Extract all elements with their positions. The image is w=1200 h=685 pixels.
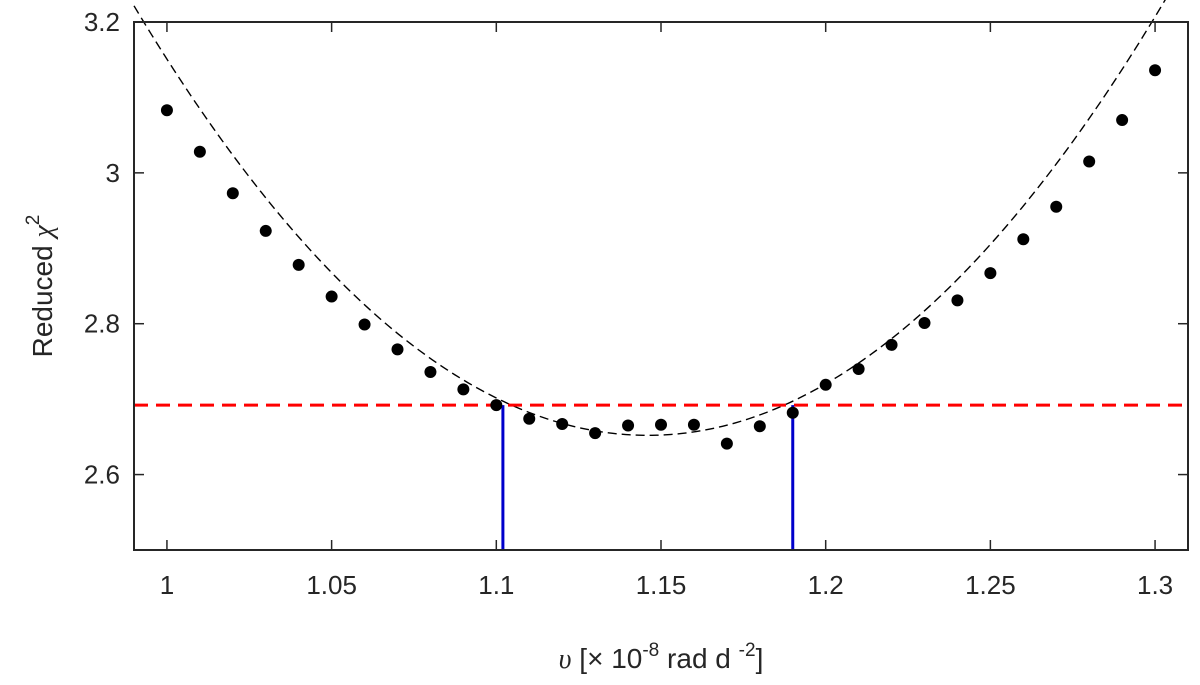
data-point [457, 383, 470, 396]
data-point [424, 365, 437, 378]
x-tick-label: 1 [160, 570, 174, 600]
data-point [753, 420, 766, 433]
y-tick-label: 2.6 [84, 460, 120, 490]
data-point [852, 362, 865, 375]
y-tick-label: 2.8 [84, 309, 120, 339]
data-point [193, 145, 206, 158]
data-point [819, 378, 832, 391]
x-tick-label: 1.3 [1137, 570, 1173, 600]
data-point [918, 316, 931, 329]
x-axis-close: ] [756, 643, 764, 674]
data-point [556, 418, 569, 431]
x-axis-label: υ [× 10-8 rad d -2] [559, 640, 764, 675]
data-point [391, 343, 404, 356]
y-axis-label: Reduced χ2 [23, 215, 59, 358]
y-tick-label: 3.2 [84, 7, 120, 37]
data-point [720, 437, 733, 450]
data-point [1149, 64, 1162, 77]
x-axis-middle: rad d [659, 643, 738, 674]
marks-layer [133, 0, 1188, 550]
data-point [951, 294, 964, 307]
data-point [490, 399, 503, 412]
x-tick-label: 1.1 [478, 570, 514, 600]
x-axis-text-before: [× 10 [572, 643, 643, 674]
data-point [885, 338, 898, 351]
ticks-layer: 1 1.05 1.1 1.15 1.2 1.25 1.3 2.6 2.8 3 3.2 [84, 7, 1188, 600]
data-point [259, 224, 272, 237]
data-point [655, 418, 667, 431]
x-tick-label: 1.25 [965, 570, 1016, 600]
x-tick-label: 1.2 [808, 570, 844, 600]
x-axis-exp1: -8 [642, 640, 659, 661]
data-point [786, 406, 799, 419]
data-point [622, 419, 635, 432]
x-axis-exp2: -2 [739, 640, 756, 661]
fit-curve [133, 0, 1166, 437]
plot-area [134, 22, 1188, 550]
data-point [1050, 200, 1063, 213]
data-point [160, 104, 173, 117]
data-point [292, 258, 305, 271]
data-point [1083, 155, 1096, 168]
data-point [687, 418, 700, 431]
data-point [358, 318, 371, 331]
data-point [523, 412, 536, 425]
y-axis-text: Reduced [27, 238, 58, 358]
data-point [984, 267, 997, 280]
y-axis-symbol: χ [28, 225, 59, 241]
data-point [325, 290, 338, 303]
y-tick-label: 3 [106, 158, 120, 188]
data-point [226, 187, 239, 200]
data-point [1017, 233, 1030, 246]
x-tick-label: 1.15 [636, 570, 687, 600]
y-axis-exp: 2 [23, 215, 44, 226]
data-point [1116, 114, 1129, 127]
x-axis-symbol: υ [559, 644, 572, 675]
x-tick-label: 1.05 [306, 570, 357, 600]
data-point [589, 427, 602, 440]
